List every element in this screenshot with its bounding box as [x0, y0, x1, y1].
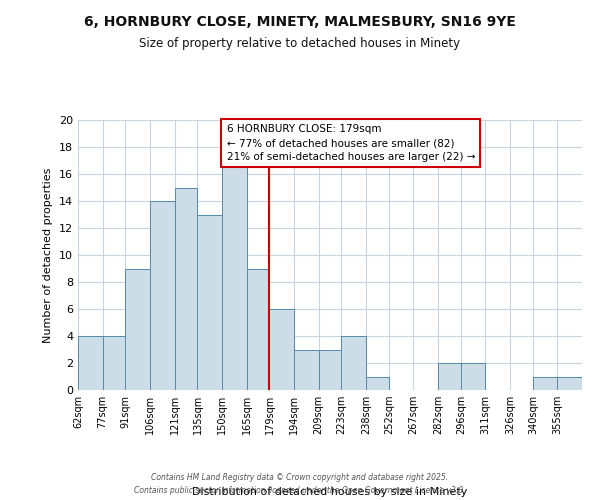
Bar — [78, 336, 103, 390]
Bar — [533, 376, 557, 390]
Bar — [269, 309, 294, 390]
Bar — [247, 268, 269, 390]
Bar — [175, 188, 197, 390]
Y-axis label: Number of detached properties: Number of detached properties — [43, 168, 53, 342]
Bar — [366, 376, 389, 390]
Text: 6 HORNBURY CLOSE: 179sqm
← 77% of detached houses are smaller (82)
21% of semi-d: 6 HORNBURY CLOSE: 179sqm ← 77% of detach… — [227, 124, 475, 162]
Bar — [150, 201, 175, 390]
Bar — [222, 160, 247, 390]
Bar — [197, 214, 222, 390]
Bar — [125, 268, 150, 390]
Bar — [438, 363, 461, 390]
X-axis label: Distribution of detached houses by size in Minety: Distribution of detached houses by size … — [193, 487, 467, 497]
Text: 6, HORNBURY CLOSE, MINETY, MALMESBURY, SN16 9YE: 6, HORNBURY CLOSE, MINETY, MALMESBURY, S… — [84, 15, 516, 29]
Bar — [294, 350, 319, 390]
Bar — [461, 363, 485, 390]
Bar — [341, 336, 366, 390]
Bar — [319, 350, 341, 390]
Text: Size of property relative to detached houses in Minety: Size of property relative to detached ho… — [139, 38, 461, 51]
Bar — [557, 376, 582, 390]
Bar — [103, 336, 125, 390]
Text: Contains HM Land Registry data © Crown copyright and database right 2025.
Contai: Contains HM Land Registry data © Crown c… — [134, 474, 466, 495]
